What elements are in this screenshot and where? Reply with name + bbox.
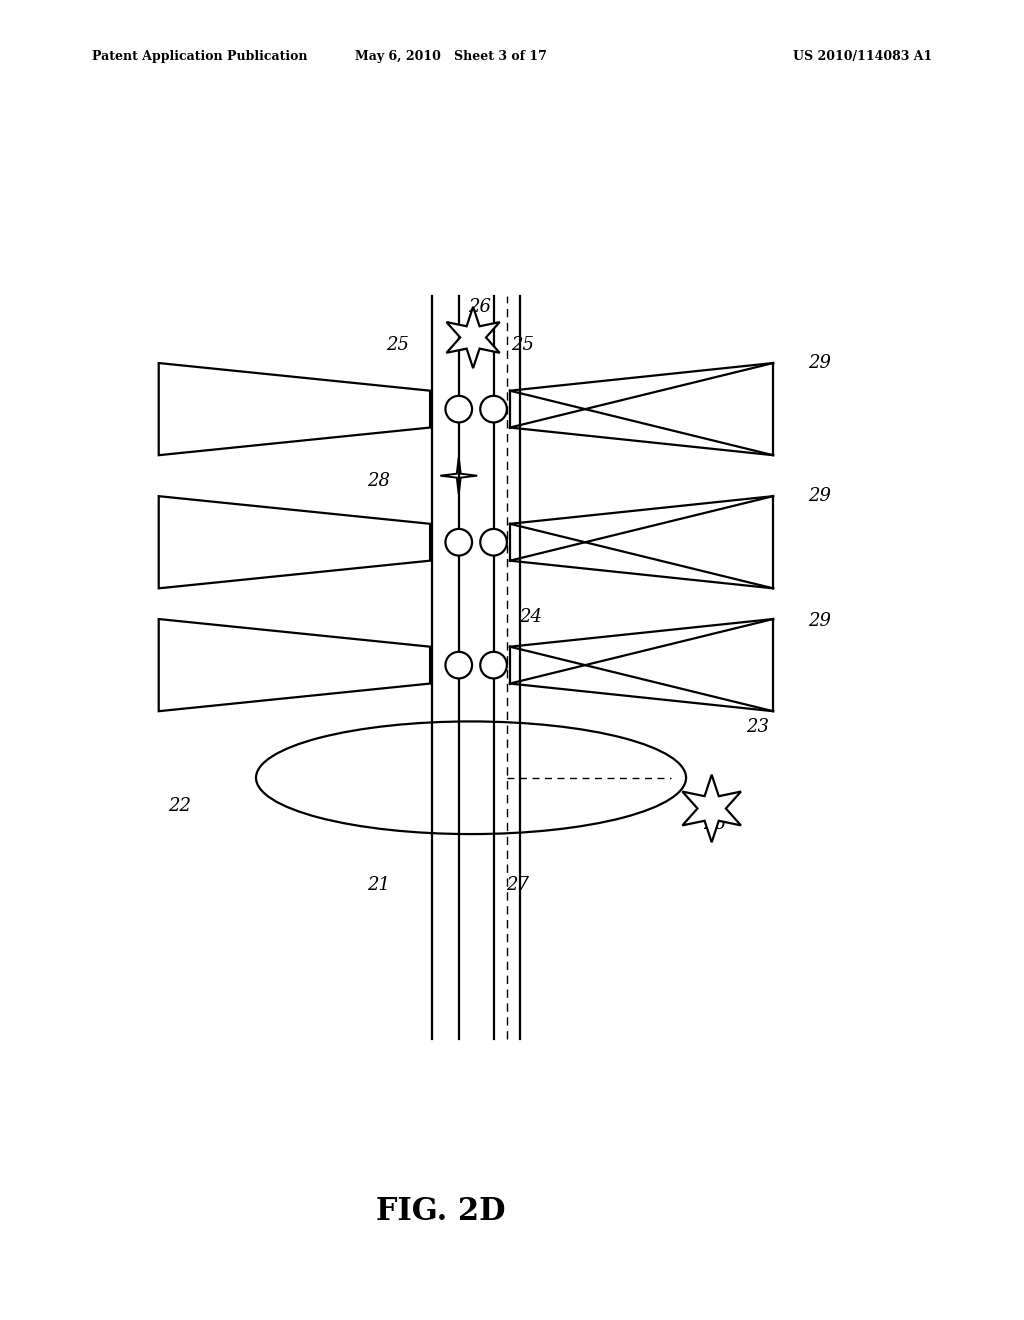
Text: 25: 25 — [386, 335, 409, 354]
Text: 26: 26 — [468, 298, 490, 315]
Polygon shape — [446, 306, 500, 368]
Circle shape — [480, 652, 507, 678]
Circle shape — [445, 652, 472, 678]
Polygon shape — [682, 775, 741, 842]
Circle shape — [445, 396, 472, 422]
Text: 25: 25 — [511, 335, 534, 354]
Text: FIG. 2D: FIG. 2D — [376, 1196, 505, 1228]
Text: 29: 29 — [808, 487, 830, 506]
Text: US 2010/114083 A1: US 2010/114083 A1 — [793, 50, 932, 63]
Text: 27: 27 — [506, 876, 528, 894]
Text: 23: 23 — [746, 718, 769, 735]
Circle shape — [480, 396, 507, 422]
Text: May 6, 2010   Sheet 3 of 17: May 6, 2010 Sheet 3 of 17 — [354, 50, 547, 63]
Text: 29: 29 — [808, 612, 830, 630]
Circle shape — [480, 529, 507, 556]
Text: Patent Application Publication: Patent Application Publication — [92, 50, 307, 63]
Text: 28: 28 — [368, 471, 390, 490]
Text: 21: 21 — [368, 876, 390, 894]
Text: 29: 29 — [808, 354, 830, 372]
Circle shape — [445, 529, 472, 556]
Text: 22: 22 — [168, 797, 190, 816]
Text: 24: 24 — [519, 609, 542, 626]
Text: 26: 26 — [703, 814, 726, 833]
